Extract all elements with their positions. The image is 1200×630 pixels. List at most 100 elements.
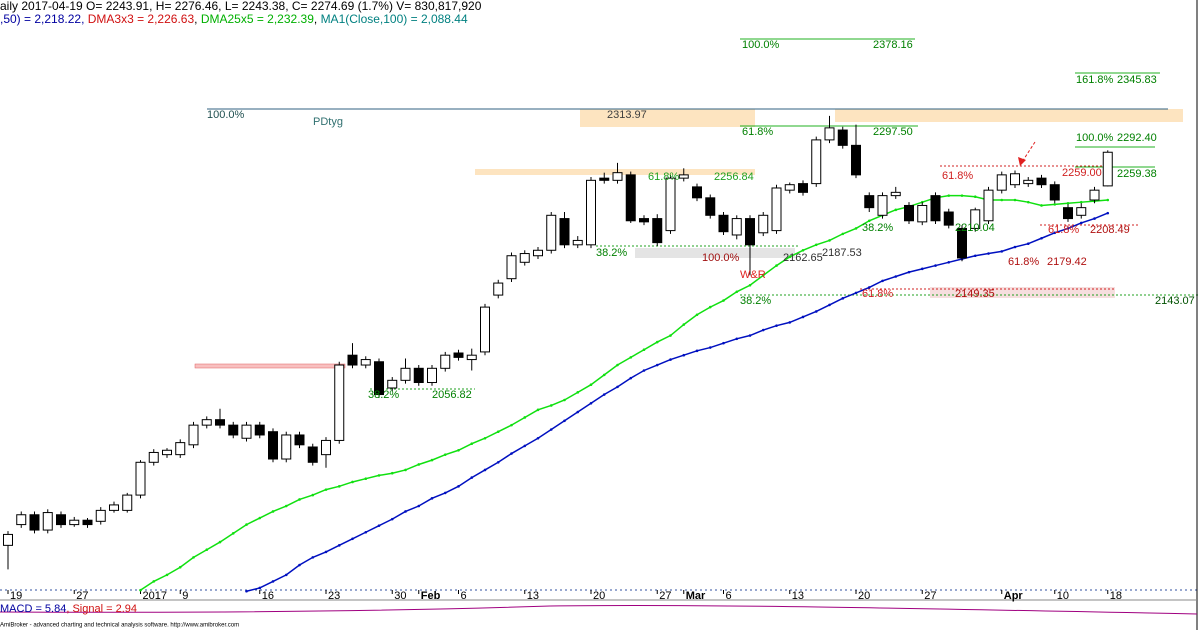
candle-body (1023, 179, 1034, 185)
ma-dot (960, 194, 964, 197)
zone (580, 109, 755, 127)
candle-body (241, 424, 252, 439)
candle-body (3, 533, 13, 546)
candle-body (1063, 207, 1073, 220)
legend-entry: , (314, 12, 321, 26)
legend-entry: , (194, 12, 201, 26)
annotation: 61.8% (862, 288, 893, 300)
annotation: 2179.42 (1047, 256, 1087, 268)
macd-line (0, 604, 1198, 615)
ma-dot (231, 532, 235, 535)
candle-body (784, 184, 795, 191)
candle-body (228, 424, 239, 436)
ma-dot (536, 408, 540, 412)
ma-dot (761, 274, 765, 277)
candle-body (957, 227, 967, 259)
candle-body (1010, 173, 1020, 186)
ma-dot (655, 340, 659, 344)
x-tick-label: 27 (924, 590, 936, 602)
candle-body (175, 442, 186, 456)
ma-dot (178, 565, 182, 569)
candle-body (731, 218, 742, 236)
ma-dot (284, 504, 288, 508)
ma-dot (907, 270, 911, 274)
x-tick-label: 6 (726, 590, 732, 602)
ma-dot (735, 290, 739, 294)
ma-dot (298, 498, 301, 501)
ma-dot (814, 310, 818, 313)
candle-body (281, 434, 292, 460)
ma-dot (192, 556, 195, 559)
candle-body (374, 361, 384, 396)
ma-dot (364, 530, 368, 534)
candle-body (745, 218, 755, 246)
ma-dot (470, 442, 474, 446)
ma-line (246, 212, 1109, 592)
ma-dot (682, 353, 686, 357)
ma-dot (589, 383, 593, 386)
arrow (1021, 141, 1036, 163)
ma-dot (563, 419, 566, 423)
ma-dot (1079, 200, 1083, 204)
candle-body (771, 187, 782, 232)
ma-dot (708, 305, 712, 309)
candle-body (546, 214, 557, 251)
ma-dot (1013, 245, 1017, 249)
ma-dot (443, 453, 447, 456)
ma-dot (828, 303, 831, 307)
ma-dot (801, 315, 805, 319)
ma-dot (205, 548, 209, 552)
candle-body (970, 209, 981, 229)
candle-body (665, 177, 676, 232)
x-tick-label: 6 (461, 590, 467, 602)
candle-body (188, 424, 199, 446)
annotation: 100.0% (702, 252, 740, 264)
macd-entry: , Signal = 2.94 (66, 603, 137, 615)
candle-body (572, 239, 583, 246)
ma-dot (987, 252, 990, 255)
annotation: 100.0% (207, 109, 245, 121)
candle-body (215, 419, 225, 426)
annotation: 2162.65 (783, 252, 823, 264)
ma-dot (934, 264, 937, 267)
ma-dot (841, 297, 845, 300)
candle-body (798, 183, 808, 193)
ma-dot (1066, 201, 1070, 205)
candle-body (586, 179, 596, 246)
ma-dot (165, 573, 169, 577)
candle-body (599, 177, 610, 181)
ma-dot (311, 493, 315, 497)
ma-dot (576, 391, 580, 394)
ma-dot (695, 349, 699, 353)
candle-body (387, 379, 398, 389)
ma-dot (483, 468, 487, 472)
ma-dot (311, 556, 315, 559)
annotation: 38.2% (368, 389, 399, 401)
ma-dot (881, 279, 884, 283)
ma-dot (536, 436, 540, 440)
annotation: 2378.16 (873, 39, 913, 51)
candle-body (705, 197, 716, 216)
ma-dot (1040, 236, 1043, 240)
x-tick-label: 16 (262, 590, 274, 602)
header-line: aily 2017-04-19 O= 2243.91, H= 2276.46, … (0, 0, 482, 13)
ma-dot (523, 416, 527, 419)
ma-dot (602, 373, 606, 377)
ma-dot (364, 477, 368, 480)
macd-label: MACD = 5.84, Signal = 2.94 (0, 603, 137, 615)
ma-dot (510, 452, 513, 455)
candle-body (466, 354, 477, 361)
ma-line (140, 194, 1108, 591)
x-tick-label: 13 (792, 590, 804, 602)
annotation: 38.2% (596, 247, 627, 259)
ma-dot (867, 219, 871, 223)
ma-dot (337, 485, 341, 488)
annotation: PDtyg (313, 116, 343, 128)
candle-body (162, 449, 172, 456)
ma-dot (722, 299, 725, 302)
candle-body (639, 218, 649, 223)
ma-dot (761, 328, 765, 332)
ma-dot (576, 410, 580, 414)
